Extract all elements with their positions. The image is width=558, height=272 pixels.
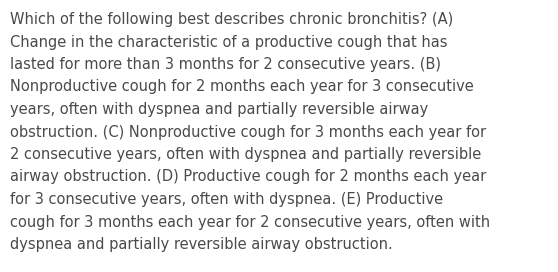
- Text: lasted for more than 3 months for 2 consecutive years. (B): lasted for more than 3 months for 2 cons…: [10, 57, 441, 72]
- Text: Which of the following best describes chronic bronchitis? (A): Which of the following best describes ch…: [10, 12, 453, 27]
- Text: airway obstruction. (D) Productive cough for 2 months each year: airway obstruction. (D) Productive cough…: [10, 169, 486, 184]
- Text: cough for 3 months each year for 2 consecutive years, often with: cough for 3 months each year for 2 conse…: [10, 215, 490, 230]
- Text: for 3 consecutive years, often with dyspnea. (E) Productive: for 3 consecutive years, often with dysp…: [10, 192, 443, 207]
- Text: Change in the characteristic of a productive cough that has: Change in the characteristic of a produc…: [10, 35, 448, 50]
- Text: 2 consecutive years, often with dyspnea and partially reversible: 2 consecutive years, often with dyspnea …: [10, 147, 481, 162]
- Text: Nonproductive cough for 2 months each year for 3 consecutive: Nonproductive cough for 2 months each ye…: [10, 79, 474, 94]
- Text: dyspnea and partially reversible airway obstruction.: dyspnea and partially reversible airway …: [10, 237, 393, 252]
- Text: obstruction. (C) Nonproductive cough for 3 months each year for: obstruction. (C) Nonproductive cough for…: [10, 125, 486, 140]
- Text: years, often with dyspnea and partially reversible airway: years, often with dyspnea and partially …: [10, 102, 428, 117]
